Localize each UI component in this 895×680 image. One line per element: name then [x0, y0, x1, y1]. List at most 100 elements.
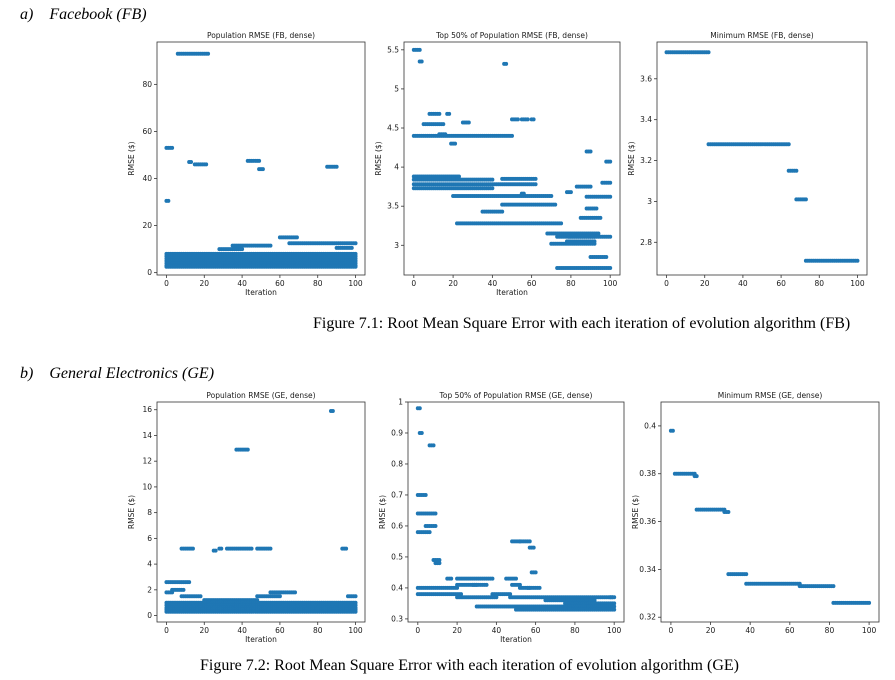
data-point [459, 592, 464, 597]
x-tick-label: 20 [199, 626, 209, 635]
data-point [514, 576, 518, 581]
y-tick-label: 1 [398, 398, 403, 407]
chart-fb-top50: Top 50% of Population RMSE (FB, dense) 0 2… [374, 31, 621, 297]
data-point [206, 51, 211, 56]
data-point [441, 122, 446, 127]
data-point [277, 594, 282, 599]
data-point [803, 197, 808, 202]
data-point [510, 133, 514, 138]
data-point [437, 111, 442, 116]
y-tick-label: 14 [142, 431, 152, 440]
data-point [568, 190, 573, 195]
data-point [219, 546, 224, 551]
y-tick-label: 0 [147, 268, 152, 277]
x-tick-label: 0 [411, 279, 416, 288]
data-point [726, 510, 731, 514]
data-point [170, 145, 175, 150]
data-point [453, 141, 458, 146]
y-tick-label: 0.34 [639, 565, 656, 574]
data-point [419, 59, 424, 64]
x-tick-label: 0 [164, 626, 169, 635]
x-tick-label: 60 [776, 279, 786, 288]
data-point [867, 600, 872, 605]
data-point [213, 548, 218, 553]
x-tick-label: 60 [275, 279, 285, 288]
y-tick-label: 8 [147, 508, 152, 517]
y-tick-label: 40 [142, 174, 152, 183]
data-point [670, 428, 675, 433]
data-point [437, 561, 442, 566]
plot-frame [407, 401, 625, 623]
data-point [608, 194, 613, 199]
data-point [190, 546, 195, 551]
data-point [533, 570, 538, 575]
data-points [164, 51, 358, 269]
data-point [604, 255, 609, 260]
chart-title: Population RMSE (GE, dense) [206, 391, 315, 400]
data-points [668, 428, 872, 605]
data-point [437, 558, 442, 563]
chart-title: Minimum RMSE (FB, dense) [710, 31, 814, 40]
y-tick-label: 10 [142, 482, 152, 491]
data-point [553, 202, 558, 207]
data-point [353, 241, 358, 246]
data-point [592, 598, 597, 603]
data-point [598, 215, 603, 220]
chart-ge-minimum: Minimum RMSE (GE, dense) 0 20 40 60 80 100 0.32… [631, 391, 880, 635]
figure-7-1-caption: Figure 7.1: Root Mean Square Error with … [313, 315, 851, 332]
y-tick-label: 60 [142, 127, 152, 136]
data-point [245, 447, 250, 452]
y-tick-label: 6 [147, 534, 152, 543]
x-tick-label: 20 [452, 626, 462, 635]
plot-frame [403, 41, 621, 276]
data-point [427, 530, 432, 535]
x-tick-label: 100 [607, 626, 622, 635]
figure-7-2-caption: Figure 7.2: Root Mean Square Error with … [200, 657, 739, 674]
data-point [706, 50, 711, 55]
y-tick-label: 4.5 [387, 124, 399, 133]
y-tick-label: 4 [147, 560, 152, 569]
data-point [608, 265, 613, 270]
y-tick-label: 0.5 [391, 552, 403, 561]
x-axis-label: Iteration [245, 288, 277, 297]
data-point [744, 572, 749, 577]
y-tick-label: 20 [142, 221, 152, 230]
data-point [455, 585, 460, 590]
y-tick-label: 4 [394, 163, 399, 172]
x-tick-label: 20 [448, 279, 458, 288]
y-tick-label: 3.4 [640, 115, 652, 124]
data-point [431, 443, 436, 448]
data-point [344, 546, 349, 551]
data-point [198, 594, 203, 599]
data-point [240, 247, 245, 252]
data-points [164, 409, 358, 614]
data-point [608, 159, 613, 164]
data-point [610, 595, 615, 600]
data-point [257, 158, 262, 163]
x-tick-label: 80 [570, 626, 580, 635]
chart-ge-population: Population RMSE (GE, dense) 0 20 40 60 80 100 0… [127, 391, 366, 644]
data-point [608, 234, 613, 239]
chart-fb-population: Population RMSE (FB, dense) 0 20 40 60 80 100 0… [127, 31, 366, 297]
data-point [612, 601, 617, 606]
data-point [459, 582, 464, 587]
plot-frame [656, 41, 868, 276]
data-point [612, 604, 617, 609]
y-tick-label: 16 [142, 405, 152, 414]
y-axis-label: RMSE ($) [378, 495, 387, 529]
data-point [456, 174, 461, 179]
data-point [559, 221, 564, 226]
data-point [490, 186, 495, 191]
data-point [537, 585, 542, 590]
data-point [417, 406, 422, 411]
y-tick-label: 3.5 [387, 202, 399, 211]
x-tick-label: 60 [531, 626, 541, 635]
data-point [189, 160, 194, 165]
x-tick-label: 60 [275, 626, 285, 635]
x-tick-label: 80 [814, 279, 824, 288]
data-point [249, 546, 254, 551]
data-point [494, 595, 499, 600]
data-point [187, 580, 192, 585]
data-point [353, 594, 358, 599]
data-point [831, 584, 836, 589]
